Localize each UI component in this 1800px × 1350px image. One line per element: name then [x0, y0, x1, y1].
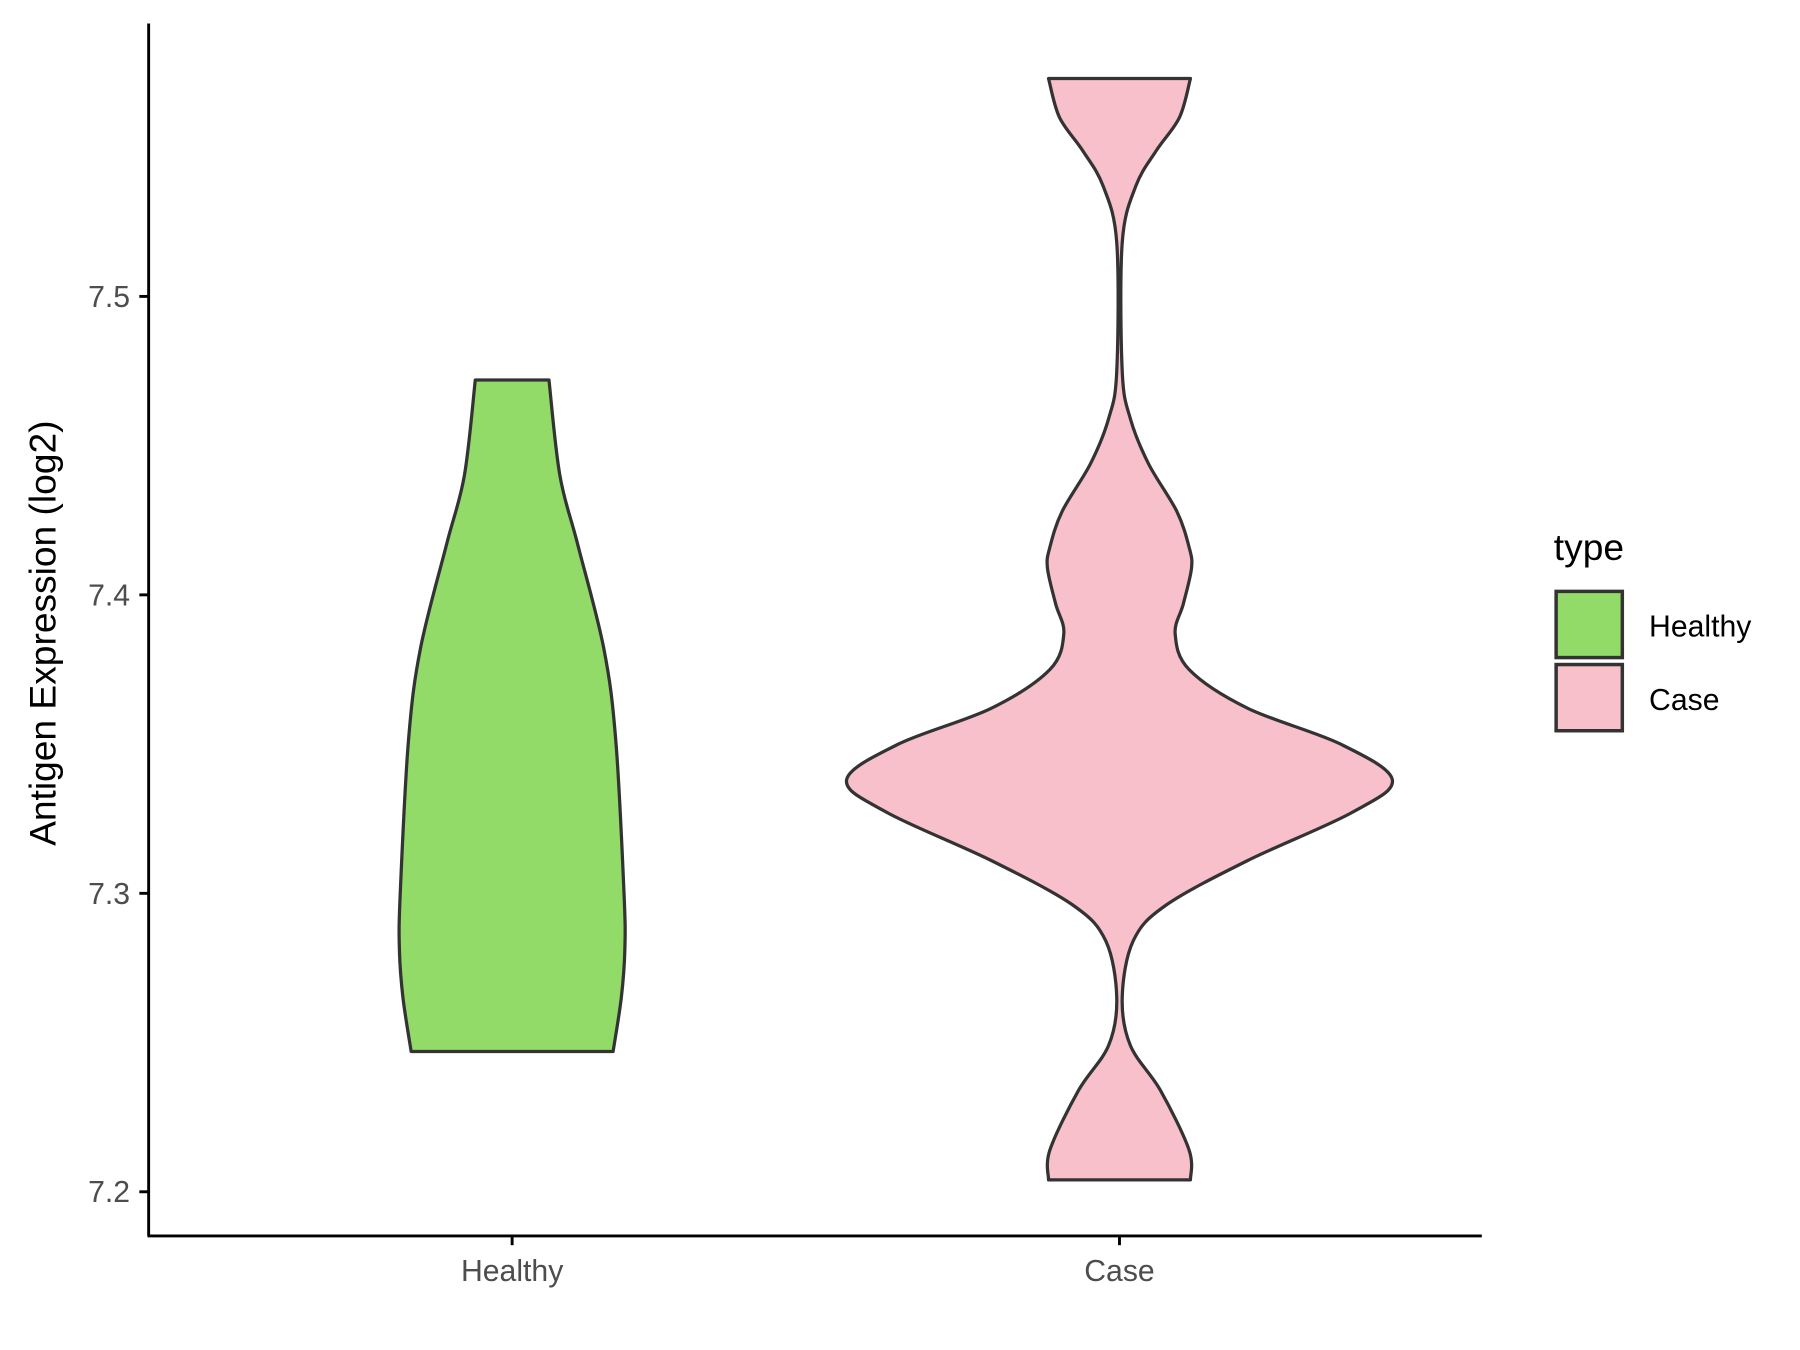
legend-title: type	[1554, 526, 1624, 568]
y-ticks: 7.2 7.3 7.4 7.5	[88, 281, 149, 1209]
y-tick-label: 7.5	[88, 281, 130, 314]
y-axis-label: Antigen Expression (log2)	[22, 420, 64, 845]
legend-key-healthy	[1554, 589, 1625, 660]
y-tick-label: 7.4	[88, 579, 130, 612]
violin-healthy	[397, 378, 627, 1054]
y-tick-label: 7.3	[88, 878, 130, 911]
violin-case	[844, 76, 1395, 1182]
legend-label-case: Case	[1649, 684, 1719, 717]
legend: type Healthy Case	[1554, 526, 1752, 733]
y-tick-label: 7.2	[88, 1176, 130, 1209]
x-tick-label: Healthy	[461, 1255, 564, 1288]
violins	[397, 76, 1395, 1182]
legend-label-healthy: Healthy	[1649, 611, 1752, 644]
x-tick-label: Case	[1084, 1255, 1154, 1288]
x-ticks: Healthy Case	[461, 1235, 1155, 1288]
legend-key-case	[1554, 662, 1625, 733]
